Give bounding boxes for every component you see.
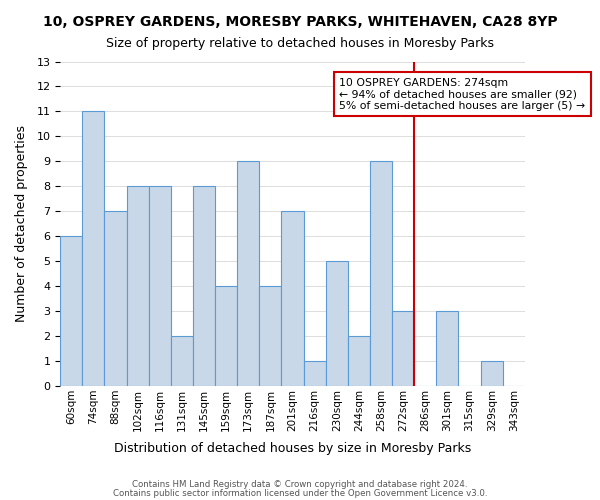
Bar: [60, 236, 82, 386]
Bar: [215, 286, 237, 386]
Bar: [82, 112, 104, 386]
Bar: [104, 212, 127, 386]
Text: 10, OSPREY GARDENS, MORESBY PARKS, WHITEHAVEN, CA28 8YP: 10, OSPREY GARDENS, MORESBY PARKS, WHITE…: [43, 15, 557, 29]
Text: Size of property relative to detached houses in Moresby Parks: Size of property relative to detached ho…: [106, 38, 494, 51]
Bar: [436, 311, 458, 386]
Bar: [171, 336, 193, 386]
Text: 10 OSPREY GARDENS: 274sqm
← 94% of detached houses are smaller (92)
5% of semi-d: 10 OSPREY GARDENS: 274sqm ← 94% of detac…: [339, 78, 585, 111]
Bar: [193, 186, 215, 386]
Bar: [281, 212, 304, 386]
Bar: [348, 336, 370, 386]
Bar: [392, 311, 414, 386]
Text: Contains public sector information licensed under the Open Government Licence v3: Contains public sector information licen…: [113, 489, 487, 498]
Bar: [127, 186, 149, 386]
Bar: [259, 286, 281, 386]
Bar: [370, 162, 392, 386]
Text: Contains HM Land Registry data © Crown copyright and database right 2024.: Contains HM Land Registry data © Crown c…: [132, 480, 468, 489]
Bar: [326, 261, 348, 386]
Bar: [304, 361, 326, 386]
Bar: [149, 186, 171, 386]
Bar: [481, 361, 503, 386]
Bar: [237, 162, 259, 386]
Y-axis label: Number of detached properties: Number of detached properties: [15, 125, 28, 322]
X-axis label: Distribution of detached houses by size in Moresby Parks: Distribution of detached houses by size …: [114, 442, 471, 455]
